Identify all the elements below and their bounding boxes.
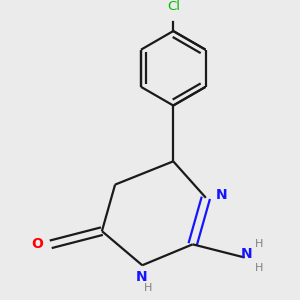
Text: N: N xyxy=(240,248,252,261)
Text: N: N xyxy=(136,270,147,284)
Text: H: H xyxy=(254,238,263,248)
Text: H: H xyxy=(143,283,152,293)
Text: H: H xyxy=(254,263,263,273)
Text: Cl: Cl xyxy=(167,0,180,13)
Text: N: N xyxy=(215,188,227,202)
Text: O: O xyxy=(31,236,43,250)
